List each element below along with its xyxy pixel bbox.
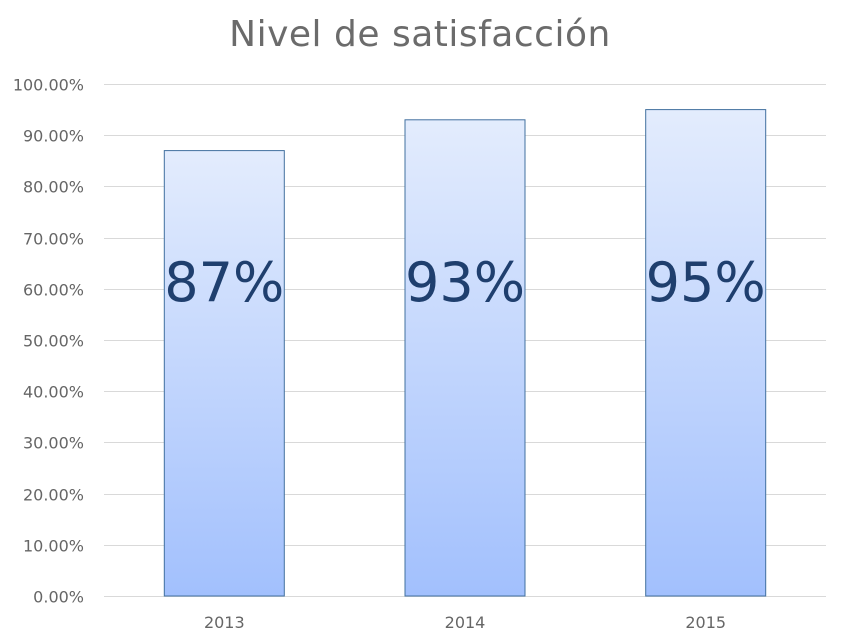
data-labels: 87% 93% 95% <box>164 251 765 314</box>
y-tick-label: 0.00% <box>33 588 84 607</box>
y-tick-label: 60.00% <box>23 281 84 300</box>
y-tick-label: 70.00% <box>23 230 84 249</box>
y-tick-label: 20.00% <box>23 486 84 505</box>
data-label-2014: 93% <box>405 251 525 314</box>
data-label-2013: 87% <box>164 251 284 314</box>
x-axis-tick-labels: 2013 2014 2015 <box>204 613 726 632</box>
chart-title: Nivel de satisfacción <box>229 14 611 55</box>
bar-2014 <box>404 119 526 597</box>
y-tick-label: 90.00% <box>23 127 84 146</box>
x-tick-label: 2013 <box>204 613 245 632</box>
y-tick-label: 100.00% <box>13 76 84 95</box>
y-tick-label: 80.00% <box>23 178 84 197</box>
y-tick-label: 30.00% <box>23 434 84 453</box>
x-tick-label: 2014 <box>445 613 486 632</box>
y-tick-label: 50.00% <box>23 332 84 351</box>
bar-2015 <box>645 109 767 597</box>
y-tick-label: 10.00% <box>23 537 84 556</box>
bar-2013 <box>163 150 285 597</box>
x-tick-label: 2015 <box>685 613 726 632</box>
bars <box>163 109 767 597</box>
y-tick-label: 40.00% <box>23 383 84 402</box>
y-axis-tick-labels: 0.00% 10.00% 20.00% 30.00% 40.00% 50.00% 60.00… <box>13 76 84 607</box>
data-label-2015: 95% <box>646 251 766 314</box>
